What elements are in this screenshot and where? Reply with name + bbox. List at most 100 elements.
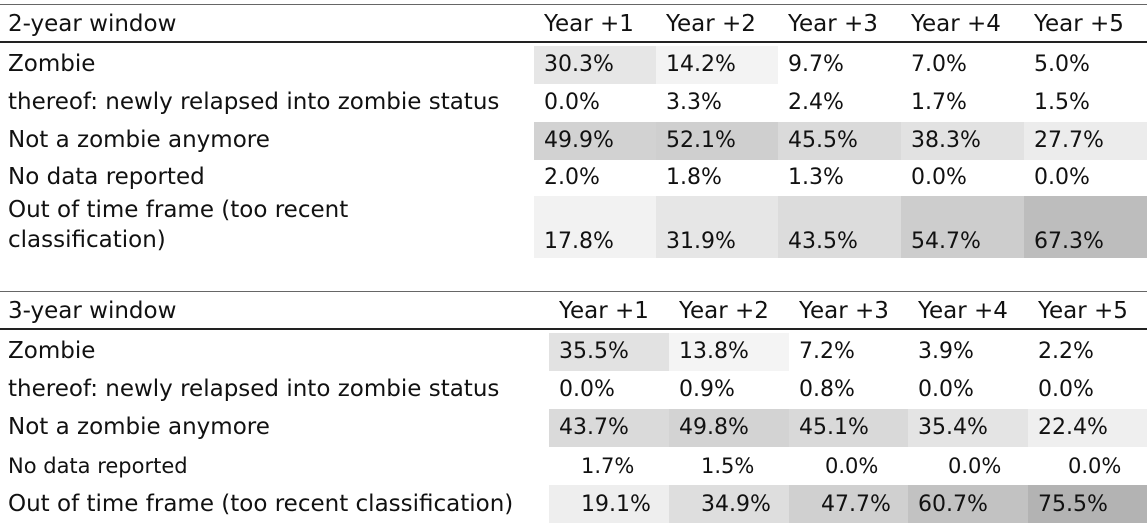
value-cell: 3.9%: [918, 339, 974, 364]
value-cell-bg: [669, 371, 789, 409]
value-cell-bg: [669, 409, 789, 447]
value-cell: 0.0%: [911, 165, 967, 190]
value-cell-bg: [901, 122, 1024, 160]
value-cell: 17.8%: [544, 229, 614, 254]
value-cell: 0.0%: [825, 454, 879, 478]
value-cell-bg: [778, 84, 901, 122]
value-cell: 45.5%: [788, 128, 858, 153]
value-cell-bg: [908, 371, 1028, 409]
value-cell: 47.7%: [821, 492, 891, 517]
row-label: Not a zombie anymore: [8, 414, 270, 440]
value-cell: 0.0%: [918, 377, 974, 402]
value-cell-bg: [1024, 122, 1147, 160]
row-label: thereof: newly relapsed into zombie stat…: [8, 376, 500, 402]
value-cell: 1.8%: [666, 165, 722, 190]
row-label: No data reported: [8, 454, 188, 478]
value-cell-bg: [908, 333, 1028, 371]
value-cell-bg: [789, 485, 908, 523]
value-cell: 45.1%: [799, 415, 869, 440]
value-cell: 9.7%: [788, 52, 844, 77]
value-cell: 49.9%: [544, 128, 614, 153]
header-rule: [0, 328, 1147, 330]
value-cell: 49.8%: [679, 415, 749, 440]
value-cell: 14.2%: [666, 52, 736, 77]
value-cell: 1.3%: [788, 165, 844, 190]
value-cell-bg: [1028, 409, 1147, 447]
value-cell-bg: [901, 196, 1024, 258]
value-cell-bg: [534, 46, 656, 84]
value-cell: 38.3%: [911, 128, 981, 153]
value-cell: 22.4%: [1038, 415, 1108, 440]
value-cell: 2.2%: [1038, 339, 1094, 364]
value-cell-bg: [656, 46, 778, 84]
value-cell-bg: [778, 122, 901, 160]
row-label: Zombie: [8, 51, 96, 77]
value-cell: 30.3%: [544, 52, 614, 77]
value-cell-bg: [901, 46, 1024, 84]
value-cell: 60.7%: [918, 492, 988, 517]
value-cell-bg: [1028, 333, 1147, 371]
value-cell-bg: [1028, 447, 1147, 485]
value-cell-bg: [549, 371, 669, 409]
value-cell-bg: [789, 371, 908, 409]
value-cell: 1.5%: [701, 454, 755, 478]
col-header: Year +4: [911, 11, 1001, 37]
col-header: Year +5: [1034, 11, 1124, 37]
table-top-rule: [0, 291, 1147, 292]
value-cell-bg: [1028, 485, 1147, 523]
value-cell-bg: [669, 447, 789, 485]
value-cell-bg: [534, 122, 656, 160]
value-cell-bg: [549, 333, 669, 371]
table-title: 2-year window: [8, 11, 177, 37]
col-header: Year +2: [679, 298, 769, 324]
value-cell-bg: [908, 485, 1028, 523]
row-label: Zombie: [8, 338, 96, 364]
value-cell-bg: [778, 160, 901, 196]
value-cell-bg: [656, 122, 778, 160]
col-header: Year +5: [1038, 298, 1128, 324]
value-cell: 1.7%: [911, 90, 967, 115]
table-3-year-window: 3-year window Year +1 Year +2 Year +3 Ye…: [0, 262, 1147, 524]
value-cell: 3.3%: [666, 90, 722, 115]
value-cell: 19.1%: [581, 492, 651, 517]
value-cell: 27.7%: [1034, 128, 1104, 153]
value-cell: 43.5%: [788, 229, 858, 254]
value-cell-bg: [534, 160, 656, 196]
value-cell-bg: [908, 447, 1028, 485]
value-cell: 2.4%: [788, 90, 844, 115]
col-header: Year +4: [918, 298, 1008, 324]
value-cell: 2.0%: [544, 165, 600, 190]
col-header: Year +1: [544, 11, 634, 37]
value-cell: 13.8%: [679, 339, 749, 364]
value-cell-bg: [901, 160, 1024, 196]
value-cell-bg: [669, 485, 789, 523]
value-cell-bg: [1024, 196, 1147, 258]
value-cell: 0.0%: [1038, 377, 1094, 402]
value-cell: 0.0%: [1068, 454, 1122, 478]
value-cell-bg: [778, 196, 901, 258]
row-label: No data reported: [8, 164, 205, 190]
row-label: Out of time frame (too recent classifica…: [8, 491, 514, 517]
row-label: thereof: newly relapsed into zombie stat…: [8, 89, 500, 115]
value-cell-bg: [534, 196, 656, 258]
value-cell-bg: [656, 84, 778, 122]
value-cell: 31.9%: [666, 229, 736, 254]
value-cell: 0.8%: [799, 377, 855, 402]
value-cell: 0.0%: [1034, 165, 1090, 190]
row-label: Out of time frame (too recent classifica…: [8, 197, 349, 253]
value-cell-bg: [656, 196, 778, 258]
value-cell: 7.2%: [799, 339, 855, 364]
value-cell-bg: [534, 84, 656, 122]
col-header: Year +2: [666, 11, 756, 37]
value-cell: 0.0%: [559, 377, 615, 402]
value-cell-bg: [656, 160, 778, 196]
value-cell-bg: [669, 333, 789, 371]
value-cell: 52.1%: [666, 128, 736, 153]
value-cell-bg: [789, 409, 908, 447]
value-cell-bg: [789, 447, 908, 485]
value-cell: 1.5%: [1034, 90, 1090, 115]
value-cell: 43.7%: [559, 415, 629, 440]
value-cell: 1.7%: [581, 454, 635, 478]
table-title: 3-year window: [8, 298, 177, 324]
value-cell-bg: [549, 409, 669, 447]
